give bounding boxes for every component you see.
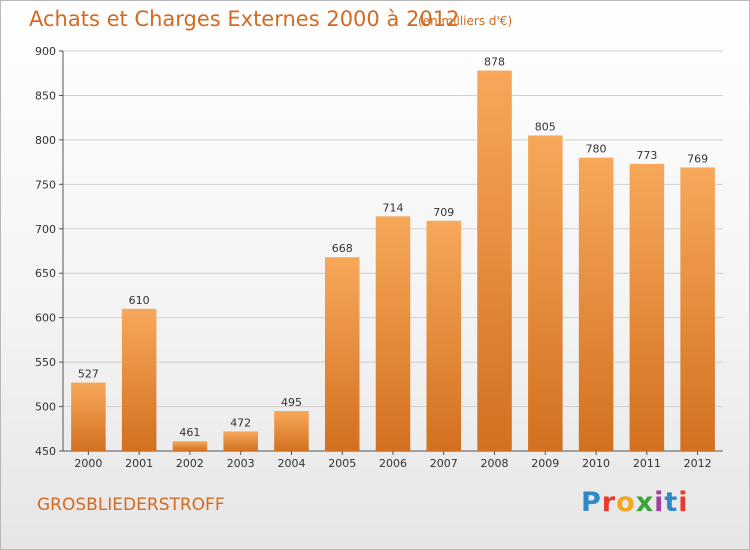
data-label-2004: 495 [281,396,302,409]
data-label-2000: 527 [78,368,99,381]
x-tick-label: 2010 [582,457,610,470]
bar-2003 [223,431,258,451]
data-label-2005: 668 [332,242,353,255]
bar-2011 [629,163,665,451]
y-tick-label: 450 [35,445,56,458]
data-label-2002: 461 [179,426,200,439]
bar-2000 [71,382,106,451]
x-tick-label: 2005 [328,457,356,470]
data-label-2001: 610 [129,294,150,307]
x-tick-label: 2003 [227,457,255,470]
x-tick-label: 2004 [277,457,305,470]
bar-2008 [477,70,512,452]
bar-2012 [680,167,715,451]
y-tick-label: 550 [35,356,56,369]
x-tick-label: 2008 [481,457,509,470]
y-tick-label: 650 [35,267,56,280]
x-tick-label: 2012 [684,457,712,470]
x-tick-label: 2011 [633,457,661,470]
data-label-2007: 709 [433,206,454,219]
y-tick-label: 500 [35,401,56,414]
data-label-2008: 878 [484,56,505,69]
data-label-2012: 769 [687,152,708,165]
bar-2007 [426,220,462,451]
chart-unit: (en milliers d'€) [418,14,513,28]
y-tick-label: 600 [35,312,56,325]
chart-title: Achats et Charges Externes 2000 à 2012 [29,7,460,31]
x-tick-label: 2002 [176,457,204,470]
data-label-2006: 714 [383,201,404,214]
x-tick-label: 2001 [125,457,153,470]
labels: 450 500 550 600 650 700 750 800 850 900 527 2000 610… [35,45,712,470]
bar-2005 [324,257,360,451]
y-tick-label: 700 [35,223,56,236]
x-tick-label: 2000 [74,457,102,470]
bar-2001 [121,308,157,451]
y-tick-label: 850 [35,89,56,102]
bar-2004 [274,411,309,451]
x-tick-label: 2007 [430,457,458,470]
bars [71,70,715,452]
bar-2006 [375,216,411,451]
y-tick-label: 750 [35,178,56,191]
proxiti-logo: Proxiti [581,487,689,518]
bar-2002 [172,441,208,451]
bar-2009 [528,135,563,451]
x-tick-label: 2006 [379,457,407,470]
data-label-2003: 472 [230,416,251,429]
commune-name: GROSBLIEDERSTROFF [37,495,225,515]
data-label-2011: 773 [636,149,657,162]
y-tick-label: 900 [35,45,56,58]
x-tick-label: 2009 [531,457,559,470]
y-tick-label: 800 [35,134,56,147]
data-label-2009: 805 [535,120,556,133]
data-label-2010: 780 [586,143,607,156]
bar-2010 [578,157,614,451]
